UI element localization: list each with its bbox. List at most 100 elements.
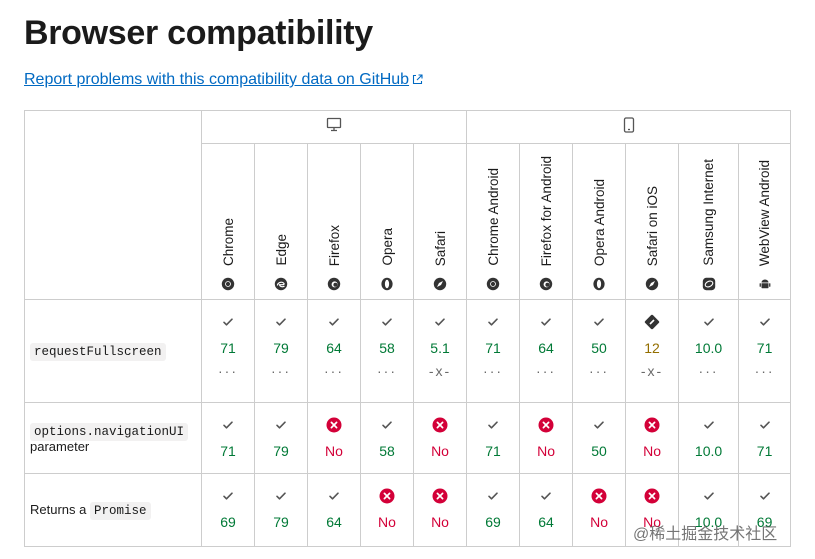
- browser-name: Chrome: [220, 217, 236, 266]
- feature-name: options.navigationUI parameter: [24, 402, 202, 474]
- check-icon: [759, 421, 770, 429]
- no-support-icon: [432, 488, 448, 504]
- no-support-icon: [591, 488, 607, 504]
- version-value: 10.0: [694, 340, 723, 356]
- support-cell[interactable]: 71 ···: [201, 299, 255, 403]
- more-details-dots[interactable]: ···: [483, 363, 504, 379]
- flag-note-icon[interactable]: -x-: [640, 363, 664, 379]
- support-cell[interactable]: 69: [201, 473, 255, 547]
- support-cell[interactable]: No: [412, 402, 468, 474]
- safari-icon: [433, 277, 447, 291]
- check-icon: [488, 318, 498, 326]
- browser-name: Edge: [273, 234, 289, 266]
- support-cell[interactable]: 64 ···: [307, 299, 361, 403]
- check-icon: [594, 421, 604, 429]
- check-icon: [488, 421, 498, 429]
- more-details-dots[interactable]: ···: [377, 363, 397, 379]
- more-details-dots[interactable]: ···: [698, 363, 719, 379]
- version-value: 50: [591, 443, 607, 459]
- more-details-dots[interactable]: ···: [754, 363, 775, 379]
- mobile-group-header: [466, 110, 792, 144]
- report-link-text: Report problems with this compatibility …: [24, 71, 410, 88]
- version-value: 64: [326, 340, 342, 356]
- version-value: No: [537, 443, 555, 459]
- version-value: 69: [485, 514, 501, 530]
- support-cell[interactable]: 10.0: [678, 402, 740, 474]
- version-value: 50: [591, 340, 607, 356]
- support-cell[interactable]: 69: [466, 473, 521, 547]
- page-title: Browser compatibility: [24, 14, 373, 52]
- version-value: No: [431, 514, 449, 530]
- browser-header: Opera: [360, 143, 414, 300]
- version-value: 5.1: [430, 340, 450, 356]
- version-value: 71: [756, 340, 773, 356]
- support-cell[interactable]: 58 ···: [360, 299, 414, 403]
- firefox-icon: [327, 277, 341, 291]
- desktop-icon: [326, 117, 342, 132]
- version-value: No: [431, 443, 449, 459]
- support-cell[interactable]: 10.0 ···: [678, 299, 740, 403]
- browser-header: Firefox: [307, 143, 361, 300]
- samsung-icon: [702, 277, 715, 291]
- support-cell[interactable]: 79 ···: [254, 299, 308, 403]
- version-value: No: [378, 514, 396, 530]
- support-cell[interactable]: No: [412, 473, 468, 547]
- feature-text-before: Returns a: [30, 502, 87, 517]
- support-cell[interactable]: 64: [519, 473, 574, 547]
- support-cell[interactable]: 58: [360, 402, 414, 474]
- support-cell[interactable]: 64: [307, 473, 361, 547]
- edge-icon: [274, 277, 288, 291]
- support-cell[interactable]: 12 -x-: [625, 299, 680, 403]
- support-cell[interactable]: 71 ···: [738, 299, 792, 403]
- check-icon: [329, 492, 339, 500]
- support-cell[interactable]: 71 ···: [466, 299, 521, 403]
- support-cell[interactable]: 79: [254, 473, 308, 547]
- more-details-dots[interactable]: ···: [589, 363, 610, 379]
- check-icon: [759, 492, 770, 500]
- no-support-icon: [379, 488, 395, 504]
- support-cell[interactable]: 71: [738, 402, 792, 474]
- support-cell[interactable]: No: [572, 473, 627, 547]
- support-cell[interactable]: No: [625, 402, 680, 474]
- version-value: No: [643, 443, 661, 459]
- support-cell[interactable]: 71: [201, 402, 255, 474]
- more-details-dots[interactable]: ···: [271, 363, 291, 379]
- version-value: 64: [538, 514, 554, 530]
- support-cell[interactable]: 50: [572, 402, 627, 474]
- version-value: 79: [273, 514, 289, 530]
- android-icon: [759, 279, 770, 289]
- support-cell[interactable]: No: [360, 473, 414, 547]
- browser-name: Opera: [379, 228, 395, 266]
- more-details-dots[interactable]: ···: [324, 363, 344, 379]
- opera-icon: [381, 277, 393, 291]
- check-icon: [276, 318, 286, 326]
- check-icon: [488, 492, 498, 500]
- support-cell[interactable]: 64 ···: [519, 299, 574, 403]
- browser-name: Samsung Internet: [701, 159, 717, 266]
- support-cell[interactable]: 71: [466, 402, 521, 474]
- support-cell[interactable]: 50 ···: [572, 299, 627, 403]
- report-problems-link[interactable]: Report problems with this compatibility …: [24, 71, 423, 89]
- browser-header: Chrome: [201, 143, 255, 300]
- safari-icon: [645, 277, 659, 291]
- support-cell[interactable]: 69: [738, 473, 792, 547]
- browser-header: Chrome Android: [466, 143, 521, 300]
- chrome-icon: [221, 277, 235, 291]
- support-cell[interactable]: No: [307, 402, 361, 474]
- check-icon: [703, 318, 714, 326]
- support-cell[interactable]: 5.1 -x-: [412, 299, 468, 403]
- support-cell[interactable]: No: [625, 473, 680, 547]
- compat-table: Chrome Edge Firefox Opera Safari Chrome Andro…: [24, 110, 792, 547]
- no-support-icon: [538, 417, 554, 433]
- browser-name: WebView Android: [757, 159, 773, 266]
- support-cell[interactable]: No: [519, 402, 574, 474]
- no-support-icon: [432, 417, 448, 433]
- flag-note-icon[interactable]: -x-: [428, 363, 452, 379]
- more-details-dots[interactable]: ···: [218, 363, 238, 379]
- version-value: 58: [379, 340, 395, 356]
- support-cell[interactable]: 79: [254, 402, 308, 474]
- check-icon: [541, 492, 551, 500]
- version-value: 69: [756, 514, 773, 530]
- feature-row: options.navigationUI parameter 71 79 No 58 No 7…: [24, 402, 792, 474]
- more-details-dots[interactable]: ···: [536, 363, 557, 379]
